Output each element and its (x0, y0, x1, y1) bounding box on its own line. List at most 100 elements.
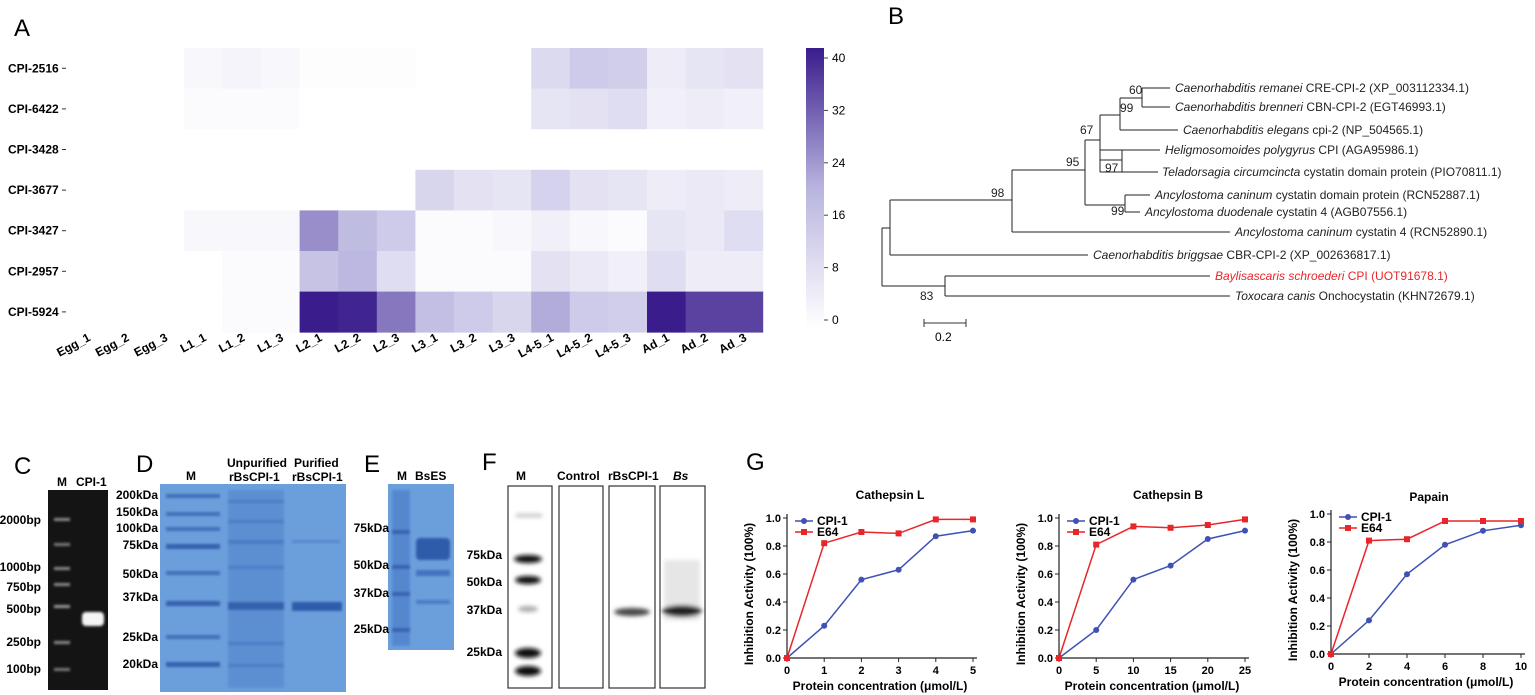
heatmap-cell (492, 210, 532, 252)
heatmap-cell (454, 48, 493, 89)
heatmap-cell (338, 88, 378, 130)
heatmap-cell (569, 129, 609, 171)
chart-title: Cathepsin L (856, 488, 925, 502)
tree-taxon-species: Heligmosomoides polygyrus (1165, 143, 1315, 157)
chart-x-tick-label: 2 (858, 665, 864, 677)
heatmap-cell (68, 169, 107, 211)
heatmap-col-label: L3_1 (409, 330, 440, 355)
legend-label: CPI-1 (817, 514, 848, 528)
ladder-label: 50kDa (354, 558, 390, 572)
data-point (932, 533, 939, 540)
heatmap-cell (376, 48, 416, 89)
ladder-label: 37kDa (467, 603, 503, 617)
data-point (1167, 524, 1174, 531)
heatmap-cell (68, 210, 107, 252)
heatmap-cell (145, 291, 185, 333)
color-scale-label: 40 (832, 51, 846, 65)
gel-e-header-m: M (397, 469, 407, 483)
color-scale-label: 16 (832, 208, 846, 222)
heatmap-cell (415, 251, 455, 292)
color-scale-label: 24 (832, 156, 846, 170)
tree-scale-label: 0.2 (935, 330, 952, 344)
heatmap-cell (685, 129, 725, 171)
heatmap-cell (299, 291, 339, 333)
chart-y-tick-label: 1.0 (1310, 509, 1325, 521)
heatmap-cell (492, 48, 532, 89)
heatmap-cell (415, 169, 455, 211)
heatmap-cell (376, 129, 416, 171)
heatmap-cell (222, 88, 262, 130)
heatmap-cell (492, 291, 532, 333)
blot-f-header-m: M (516, 469, 526, 483)
gel-c-header-cpi1: CPI-1 (76, 475, 107, 489)
heatmap-cell (685, 291, 725, 333)
chart-x-label: Protein concentration (μmol/L) (1339, 675, 1514, 689)
heatmap-cell (531, 169, 571, 211)
data-point (821, 622, 828, 629)
tree-taxon-label: Baylisascaris schroederi CPI (UOT91678.1… (1215, 269, 1448, 283)
data-point (1204, 536, 1211, 542)
bootstrap-value: 60 (1129, 83, 1143, 97)
gel-d-header-unpurified: Unpurified (227, 456, 287, 470)
chart-x-tick-label: 0 (1056, 665, 1062, 677)
color-scale-bar (806, 48, 824, 328)
panel-letter-b: B (888, 3, 904, 30)
ladder-label: 75kDa (467, 548, 503, 562)
heatmap-cell (106, 129, 146, 171)
heatmap-cell (647, 48, 686, 89)
legend-label: E64 (1089, 525, 1111, 539)
heatmap-cell (338, 210, 378, 252)
heatmap-cell (145, 169, 185, 211)
heatmap-cell (685, 251, 725, 292)
tree-taxon-species: Caenorhabditis remanei (1175, 81, 1303, 95)
chart-y-tick-label: 0.8 (766, 541, 781, 553)
ladder-label: 75kDa (123, 538, 159, 552)
heatmap-cell (299, 169, 339, 211)
series-line-cpi-1 (1330, 524, 1522, 655)
heatmap-cell (531, 291, 571, 333)
heatmap-cell (68, 88, 107, 130)
heatmap-cell (531, 88, 571, 130)
heatmap-row-label: CPI-3427 (8, 224, 59, 238)
chart-x-tick-label: 6 (1442, 661, 1448, 673)
heatmap-cell (145, 48, 185, 89)
heatmap-cell (106, 48, 146, 89)
chart-x-tick-label: 4 (933, 665, 940, 677)
heatmap-cell (68, 129, 107, 171)
data-point (895, 530, 902, 537)
heatmap-col-label: L2_1 (294, 330, 325, 355)
data-point (1242, 527, 1248, 534)
heatmap-cell (222, 48, 262, 89)
legend-marker (1345, 525, 1351, 531)
heatmap-cell (454, 291, 493, 333)
panel-d: D M Unpurified rBsCPI-1 Purified rBsCPI-… (116, 451, 346, 692)
heatmap-cell (222, 129, 262, 171)
legend-marker (1073, 518, 1079, 524)
tree-taxon-species: Ancylostoma caninum (1154, 188, 1272, 202)
heatmap-row-labels: CPI-2516 CPI-6422 CPI-3428 CPI-3677 CPI-3427… (8, 61, 66, 319)
heatmap-cell (685, 210, 725, 252)
chart-1: Cathepsin B 0.0 0.2 0.4 0.6 0.8 1.0 0 5 10 15 20 25 P… (1014, 488, 1251, 693)
heatmap-col-label: Egg_1 (54, 330, 93, 359)
heatmap-cell (261, 169, 300, 211)
data-point (1366, 617, 1372, 624)
heatmap-cell (415, 48, 455, 89)
ladder-label: 2000bp (0, 513, 41, 527)
data-point (1404, 571, 1410, 578)
ladder-label: 1000bp (0, 560, 41, 574)
ladder-label: 100bp (6, 662, 41, 676)
color-scale-label: 32 (832, 103, 846, 117)
bootstrap-value: 97 (1105, 161, 1119, 175)
heatmap-cell (299, 251, 339, 292)
panel-letter-c: C (14, 453, 31, 480)
heatmap-cell (531, 251, 571, 292)
heatmap-cell (145, 129, 185, 171)
heatmap-cell (376, 88, 416, 130)
heatmap-cell (106, 169, 146, 211)
chart-y-tick-label: 0.0 (1038, 653, 1053, 665)
panel-b: B Caenorhabditis remanei CRE-CPI-2 (XP_0… (881, 3, 1502, 344)
data-point (1093, 541, 1100, 548)
heatmap-col-label: Egg_3 (132, 330, 171, 359)
ladder-label: 50kDa (123, 567, 159, 581)
